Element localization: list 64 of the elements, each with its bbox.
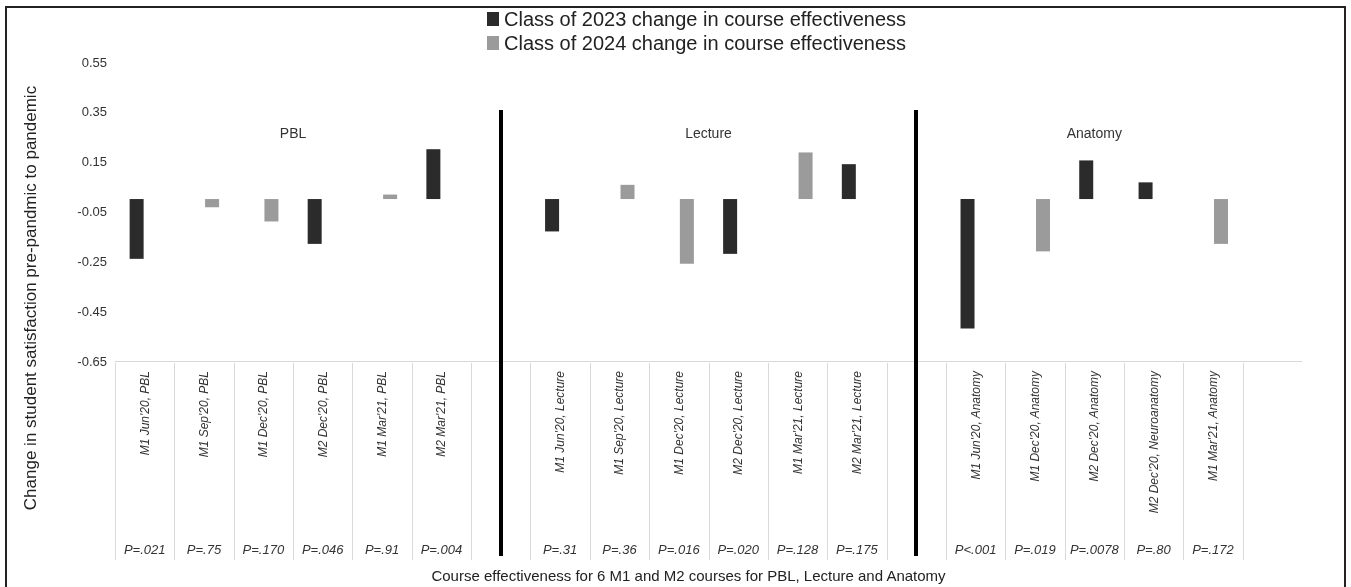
x-tick-label: M2 Dec'20, Anatomy	[1087, 370, 1102, 482]
text: P=.016	[658, 541, 701, 557]
annotation: Lecture	[685, 125, 733, 141]
text: P=.80	[1136, 541, 1172, 557]
y-axis-title: Change in student satisfaction pre-pandmic to pandemic	[20, 85, 40, 511]
x-tick-label: M1 Dec'20, PBL	[256, 371, 271, 458]
text: P=.170	[242, 541, 285, 557]
x-axis-title: Course effectiveness for 6 M1 and M2 courses for PBL, Lecture and Anatomy	[431, 566, 947, 584]
text: P<.001	[954, 541, 997, 557]
bar	[1214, 199, 1229, 244]
bar	[620, 184, 635, 200]
x-tick-label: M1 Jun'20, Lecture	[553, 370, 568, 473]
text: P=.021	[123, 541, 166, 557]
y-tick-label: 0.35	[81, 104, 107, 120]
x-tick-label: M1 Jun'20, PBL	[137, 371, 152, 456]
text: P=.175	[836, 541, 879, 557]
legend-label: Class of 2023 change in course effectiveness	[504, 8, 907, 30]
x-tick-label: M1 Sep'20, PBL	[197, 371, 212, 458]
bar	[723, 199, 738, 254]
y-tick-label: -0.45	[77, 303, 107, 319]
bar	[1138, 182, 1153, 200]
x-tick-label: M1 Jun'20, Anatomy	[968, 370, 983, 480]
legend-label: Class of 2024 change in course effectiveness	[504, 32, 907, 54]
x-tick-label: M2 Mar'21, Lecture	[849, 370, 864, 475]
text: P=.36	[602, 541, 638, 557]
text: P=.128	[776, 541, 820, 557]
bar	[426, 149, 441, 200]
y-tick-label: -0.05	[77, 204, 107, 219]
text: P=.91	[364, 541, 400, 557]
y-tick-label: 0.55	[81, 54, 107, 70]
bar	[841, 164, 856, 200]
text: P=.0078	[1069, 541, 1120, 557]
text: P=.046	[301, 541, 345, 557]
x-tick-label: M1 Mar'21, Lecture	[790, 370, 805, 475]
bar	[798, 152, 813, 200]
bar	[1035, 199, 1050, 252]
bar	[205, 199, 220, 208]
text: P=.004	[420, 541, 463, 557]
x-tick-label: M2 Dec'20, Lecture	[731, 370, 746, 475]
text: P=.019	[1014, 541, 1056, 557]
bar	[679, 199, 694, 264]
x-tick-label: M1 Sep'20, Lecture	[612, 370, 627, 475]
bar	[307, 199, 322, 244]
x-tick-label: M2 Mar'21, PBL	[434, 371, 449, 457]
bar	[545, 199, 560, 232]
bar	[1079, 160, 1094, 200]
y-tick-label: 0.15	[81, 154, 107, 170]
x-tick-label: M1 Dec'20, Anatomy	[1027, 370, 1042, 482]
annotation: Anatomy	[1066, 125, 1122, 141]
text: P=.020	[717, 541, 760, 557]
text: P=.31	[542, 541, 578, 557]
annotation: PBL	[279, 125, 307, 141]
x-tick-label: M1 Mar'21, PBL	[375, 371, 390, 457]
x-tick-label: M1 Dec'20, Lecture	[671, 370, 686, 475]
y-tick-label: -0.25	[77, 253, 107, 269]
y-tick-label: -0.65	[77, 353, 107, 369]
bar	[264, 199, 279, 222]
text: P=.172	[1192, 541, 1235, 557]
x-tick-label: M2 Dec'20, PBL	[315, 371, 330, 458]
text: P=.75	[186, 541, 222, 557]
bar	[129, 199, 144, 259]
x-tick-label: M2 Dec'20, Neuroanatomy	[1146, 370, 1161, 514]
x-tick-label: M1 Mar'21, Anatomy	[1205, 370, 1220, 481]
bar	[960, 199, 975, 329]
